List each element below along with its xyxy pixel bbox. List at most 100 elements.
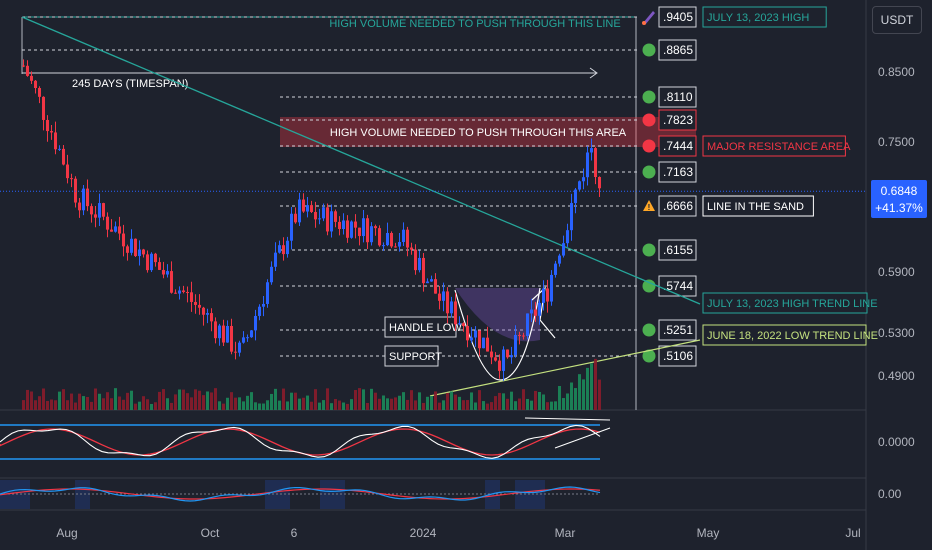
volume-bar [42,388,45,410]
green-circle-icon [642,243,656,257]
candle-body [354,221,357,228]
volume-bar [102,398,105,410]
candle-body [410,247,413,250]
candle-body [382,245,385,247]
green-circle-icon [642,43,656,57]
level-value-box [658,86,697,108]
volume-bar [438,402,441,410]
volume-bar [222,403,225,410]
candle-body [286,240,289,255]
top-line-label: HIGH VOLUME NEEDED TO PUSH THROUGH THIS … [329,18,620,30]
candle-body [542,288,545,303]
volume-bar [526,398,529,410]
volume-bar [158,391,161,410]
volume-bar [518,398,521,410]
candle-body [478,330,481,349]
volume-bar [590,363,593,410]
candle-body [210,313,213,322]
candle-body [430,279,433,282]
volume-bar [218,401,221,410]
volume-bar [330,403,333,410]
volume-bar [106,392,109,410]
warning-icon [643,200,655,211]
candle-body [390,233,393,247]
volume-bar [578,374,581,410]
volume-bar [422,402,425,410]
volume-bar [410,390,413,410]
candle-body [22,65,25,67]
candle-body [398,241,401,247]
level-note: LINE IN THE SAND [707,201,804,213]
green-circle-icon [642,90,656,104]
volume-bar [474,402,477,410]
candle-body [46,119,49,132]
level-note-box [702,195,814,217]
volume-bar [562,398,565,410]
price-axis-label: 0.7500 [878,135,915,149]
volume-bar [50,399,53,410]
level-note: MAJOR RESISTANCE AREA [707,141,851,153]
volume-bar [58,391,61,410]
candle-body [102,203,105,217]
candle-body [574,189,577,204]
time-axis-label: Mar [555,526,576,540]
volume-bar [74,402,77,410]
volume-bar [370,388,373,410]
volume-bar [386,398,389,410]
volume-bar [522,389,525,410]
volume-bar [238,397,241,410]
rocket-flame [642,21,646,25]
volume-bar [86,396,89,410]
level-note-box [702,135,846,157]
volume-bar [258,403,261,410]
time-axis-label: Oct [201,526,220,540]
volume-bar [350,399,353,410]
candle-body [190,292,193,302]
candle-body [582,177,585,182]
volume-bar [70,393,73,410]
candle-body [494,357,497,361]
candle-body [142,249,145,255]
candle-body [90,206,93,215]
candle-body [378,228,381,246]
candle-body [394,246,397,248]
volume-bar [62,389,65,410]
currency-button[interactable]: USDT [872,6,922,34]
high-trend-box [702,292,868,314]
volume-bar [366,402,369,410]
volume-bar [442,400,445,410]
candle-body [590,148,593,153]
volume-bar [90,401,93,410]
candle-body [370,226,373,243]
level-value: .7823 [663,113,693,127]
candle-body [146,254,149,271]
candle-body [234,351,237,353]
candle-body [122,233,125,247]
volume-bar [294,392,297,410]
candle-body [466,326,469,341]
volume-bar [298,398,301,410]
volume-bar [54,400,57,410]
volume-bar [186,393,189,410]
volume-bar [282,388,285,410]
volume-bar [254,402,257,410]
level-value-box [658,345,697,367]
volume-bar [198,390,201,410]
volume-bar [586,367,589,410]
current-price-tag: 0.6848 +41.37% [871,180,927,218]
volume-bar [234,397,237,410]
candle-body [426,281,429,284]
volume-bar [362,389,365,410]
candle-body [334,211,337,222]
candle-body [262,303,265,307]
volume-bar [38,396,41,410]
resistance-zone-label: HIGH VOLUME NEEDED TO PUSH THROUGH THIS … [330,127,627,139]
candle-body [282,245,285,255]
candle-body [306,205,309,212]
candle-body [506,349,509,358]
volume-bar [182,389,185,410]
level-value-box [658,239,697,261]
volume-bar [434,391,437,410]
candle-body [462,323,465,327]
